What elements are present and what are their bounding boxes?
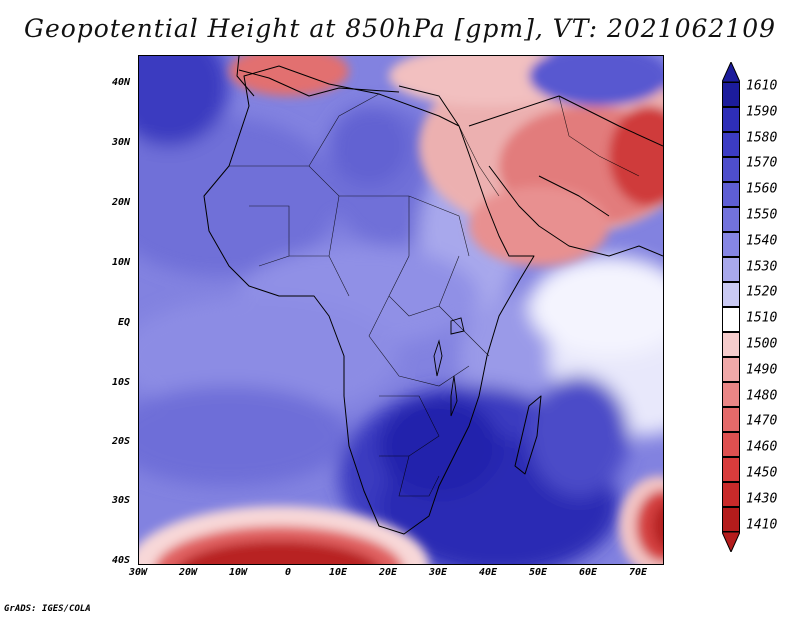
colorbar-bottom-arrow [722, 532, 740, 552]
map-plot-area[interactable] [138, 55, 664, 565]
footer-credit: GrADS: IGES/COLA [4, 604, 91, 614]
colorbar-swatch [722, 432, 740, 457]
lat-label: 20S [111, 436, 130, 447]
colorbar-swatch [722, 232, 740, 257]
colorbar-swatch [722, 157, 740, 182]
lon-label: 10W [228, 567, 248, 578]
colorbar-swatch [722, 457, 740, 482]
colorbar-swatch [722, 282, 740, 307]
lon-label: 30E [428, 567, 448, 578]
colorbar-swatch [722, 407, 740, 432]
colorbar-label: 1530 [746, 259, 778, 275]
colorbar-label: 1410 [746, 517, 778, 533]
colorbar-label: 1450 [746, 465, 778, 481]
lon-label: 20E [378, 567, 398, 578]
colorbar-label: 1510 [746, 310, 778, 326]
lat-label: EQ [117, 317, 130, 328]
colorbar-label: 1480 [746, 388, 778, 404]
colorbar-swatch [722, 507, 740, 532]
lat-label: 30N [111, 137, 130, 148]
lat-label: 10S [111, 377, 130, 388]
lat-label: 10N [111, 257, 130, 268]
colorbar-label: 1560 [746, 181, 778, 197]
lon-label: 70E [628, 567, 648, 578]
lat-label: 40N [111, 77, 130, 88]
lon-label: 50E [528, 567, 548, 578]
lon-label: 10E [328, 567, 348, 578]
country-borders [229, 93, 640, 497]
colorbar-swatch [722, 357, 740, 382]
colorbar-label: 1520 [746, 284, 778, 300]
colorbar-label: 1460 [746, 439, 778, 455]
colorbar-swatch [722, 107, 740, 132]
colorbar-label: 1580 [746, 130, 778, 146]
lat-label: 30S [111, 495, 130, 506]
lon-label: 0 [284, 567, 292, 578]
colorbar-label: 1470 [746, 413, 778, 429]
colorbar-top-arrow [722, 62, 740, 82]
colorbar-swatch [722, 332, 740, 357]
colorbar-label: 1430 [746, 491, 778, 507]
colorbar-label: 1490 [746, 362, 778, 378]
colorbar-swatch [722, 207, 740, 232]
colorbar-label: 1540 [746, 233, 778, 249]
lat-label: 40S [111, 555, 130, 566]
colorbar-label: 1590 [746, 104, 778, 120]
colorbar-swatch [722, 482, 740, 507]
colorbar-swatch [722, 307, 740, 332]
coastlines [203, 56, 663, 535]
lat-label: 20N [111, 197, 130, 208]
colorbar-swatch [722, 182, 740, 207]
colorbar-label: 1610 [746, 78, 778, 94]
colorbar-swatch [722, 82, 740, 107]
colorbar-swatch [722, 132, 740, 157]
geopotential-field [139, 56, 663, 564]
lon-label: 20W [178, 567, 198, 578]
lon-label: 60E [578, 567, 598, 578]
colorbar-swatch [722, 382, 740, 407]
lakes [433, 317, 465, 417]
colorbar-label: 1570 [746, 155, 778, 171]
map-title: Geopotential Height at 850hPa [gpm], VT:… [23, 14, 777, 43]
lon-label: 40E [478, 567, 498, 578]
colorbar-swatch [722, 257, 740, 282]
colorbar-label: 1500 [746, 336, 778, 352]
lon-label: 30W [128, 567, 148, 578]
colorbar-label: 1550 [746, 207, 778, 223]
